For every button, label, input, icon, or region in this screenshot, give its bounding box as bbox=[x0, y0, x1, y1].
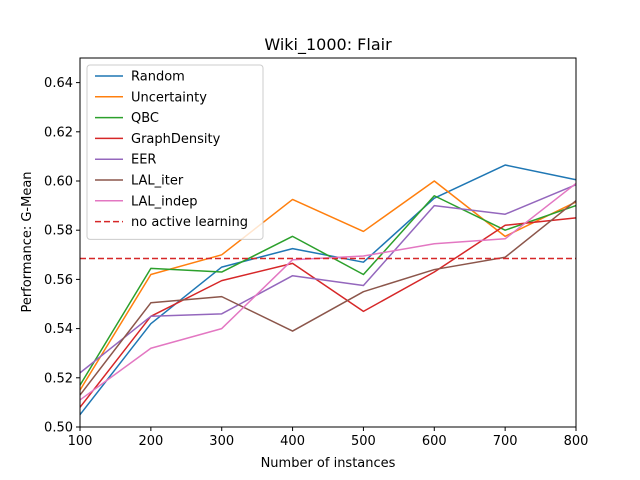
y-tick-label: 0.60 bbox=[44, 175, 73, 190]
y-tick-label: 0.50 bbox=[44, 421, 73, 436]
x-axis-label: Number of instances bbox=[261, 456, 396, 471]
x-tick-label: 600 bbox=[422, 434, 447, 449]
plot-frame bbox=[79, 57, 577, 428]
series-line-qbc bbox=[79, 195, 577, 386]
series-line-graphdensity bbox=[79, 217, 577, 408]
x-tick-label: 700 bbox=[493, 434, 518, 449]
x-tick-label: 100 bbox=[68, 434, 93, 449]
legend-box bbox=[86, 64, 264, 240]
y-tick-label: 0.52 bbox=[44, 371, 73, 386]
series-line-lal-iter bbox=[79, 200, 577, 396]
x-axis-ticks: 100 200 300 400 500 600 700 800 bbox=[68, 427, 589, 449]
y-tick-label: 0.64 bbox=[44, 76, 73, 91]
x-tick-label: 800 bbox=[564, 434, 589, 449]
y-axis-label: Performance: G-Mean bbox=[20, 171, 35, 312]
legend-label: LAL_iter bbox=[131, 174, 184, 189]
legend-label: no active learning bbox=[131, 215, 248, 230]
legend-label: Random bbox=[131, 70, 185, 85]
legend-label: LAL_indep bbox=[131, 194, 198, 209]
x-tick-label: 400 bbox=[280, 434, 305, 449]
series-line-eer bbox=[79, 183, 577, 374]
y-tick-label: 0.58 bbox=[44, 224, 73, 239]
legend-label: GraphDensity bbox=[131, 132, 221, 147]
x-tick-label: 300 bbox=[209, 434, 234, 449]
y-tick-label: 0.54 bbox=[44, 322, 73, 337]
legend-label: EER bbox=[131, 153, 156, 168]
x-tick-label: 200 bbox=[138, 434, 163, 449]
legend-label: Uncertainty bbox=[131, 90, 207, 105]
legend-label: QBC bbox=[131, 111, 159, 126]
y-tick-label: 0.56 bbox=[44, 273, 73, 288]
y-axis-ticks: 0.50 0.52 0.54 0.56 0.58 0.60 0.62 0.64 bbox=[44, 76, 80, 436]
y-tick-label: 0.62 bbox=[44, 125, 73, 140]
series-line-uncertainty bbox=[79, 180, 577, 391]
chart-title: Wiki_1000: Flair bbox=[264, 35, 392, 55]
legend: Random Uncertainty QBC GraphDensity EER LAL_i… bbox=[86, 64, 264, 240]
series-layer bbox=[79, 164, 577, 416]
x-tick-label: 500 bbox=[351, 434, 376, 449]
